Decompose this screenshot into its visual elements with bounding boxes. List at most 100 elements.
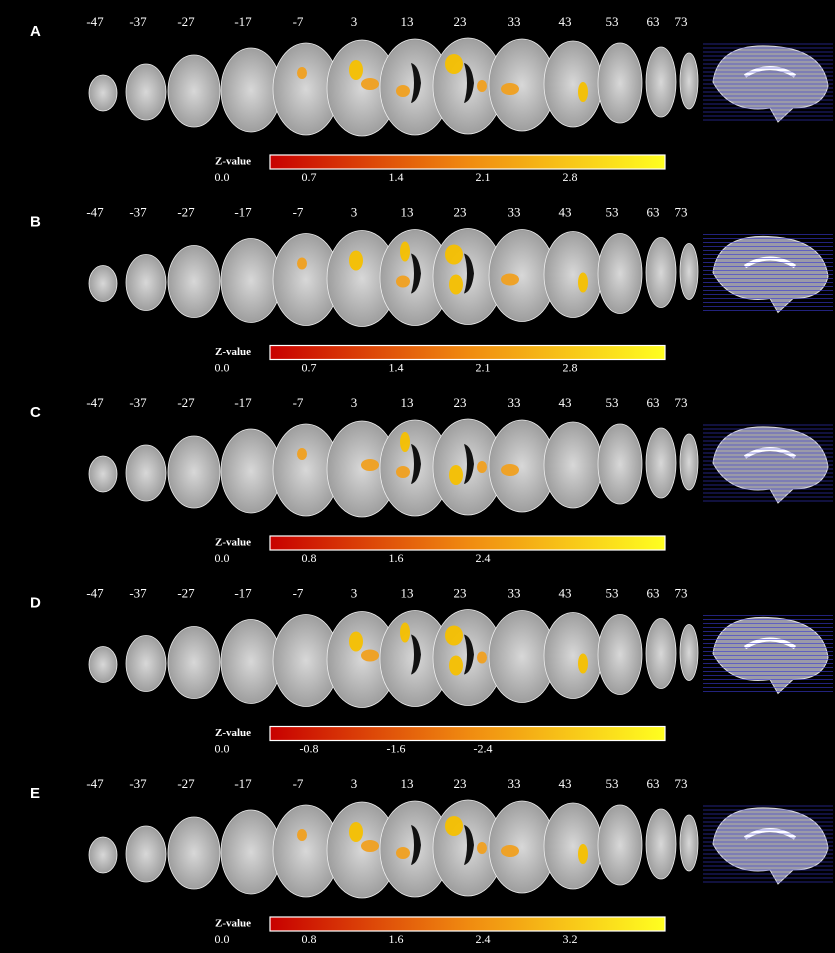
activation xyxy=(400,432,410,452)
slice-coordinate: -47 xyxy=(86,395,104,410)
brain-slice xyxy=(645,808,677,880)
slice-coordinate: 23 xyxy=(454,585,467,600)
slice-coordinate: -17 xyxy=(234,585,252,600)
colorbar-tick: 2.1 xyxy=(476,170,491,184)
brain-slice xyxy=(597,614,643,695)
activation xyxy=(361,649,379,662)
slice-coordinate: 63 xyxy=(647,776,660,791)
brain-slice xyxy=(88,74,118,112)
slice-coordinate: 43 xyxy=(559,776,572,791)
slice-coordinate: -27 xyxy=(177,776,195,791)
brain-slice xyxy=(679,243,699,300)
slice-coordinate: 73 xyxy=(675,14,688,29)
slice-coordinate: 73 xyxy=(675,204,688,219)
activation xyxy=(396,847,410,859)
slice-coordinate: -27 xyxy=(177,204,195,219)
slice-coordinate: 63 xyxy=(647,585,660,600)
colorbar-tick: -1.6 xyxy=(387,741,406,755)
activation xyxy=(297,257,307,270)
slice-coordinate: -37 xyxy=(129,395,147,410)
ventricle xyxy=(411,634,421,675)
slice-coordinate: 43 xyxy=(559,395,572,410)
ventricle xyxy=(411,444,421,484)
slice-coordinate: 73 xyxy=(675,395,688,410)
colorbar-title: Z-value xyxy=(215,727,251,739)
slice-coordinate: 23 xyxy=(454,14,467,29)
brain-slice xyxy=(220,809,282,895)
panel-label: D xyxy=(30,594,41,611)
brain-slice xyxy=(679,624,699,681)
slice-coordinate: 13 xyxy=(401,14,414,29)
panel: D -47 -37 -27 -17 -7 3 13 23 33 43 53 63 73 Z-value 0.0… xyxy=(30,585,833,755)
brain-slice xyxy=(125,444,167,502)
panel: B -47 -37 -27 -17 -7 3 13 23 33 43 53 63 73 Z-value 0.0… xyxy=(30,204,833,374)
colorbar-tick: 1.6 xyxy=(389,551,404,565)
brain-slice xyxy=(167,435,221,509)
activation xyxy=(477,842,487,854)
activation xyxy=(578,272,588,293)
colorbar xyxy=(269,916,666,932)
panel-label: C xyxy=(30,404,41,421)
colorbar-tick: 2.8 xyxy=(563,360,578,374)
activation xyxy=(501,83,519,95)
slice-coordinate: -37 xyxy=(129,585,147,600)
colorbar-tick: -0.8 xyxy=(300,741,319,755)
slice-coordinate: -7 xyxy=(293,395,304,410)
slice-coordinate: 53 xyxy=(606,585,619,600)
brain-slice xyxy=(220,619,282,704)
colorbar-tick: 3.2 xyxy=(563,932,578,946)
brain-slice xyxy=(125,635,167,692)
brain-slice xyxy=(645,237,677,308)
colorbar xyxy=(269,154,666,170)
activation xyxy=(501,464,519,476)
activation xyxy=(400,622,410,643)
activation xyxy=(477,651,487,664)
slice-coordinate: 33 xyxy=(508,776,521,791)
ventricle xyxy=(464,253,474,294)
colorbar xyxy=(269,725,666,742)
slice-coordinate: 23 xyxy=(454,776,467,791)
brain-slice xyxy=(88,455,118,493)
activation xyxy=(449,465,463,485)
colorbar xyxy=(269,535,666,551)
panel: A -47 -37 -27 -17 -7 3 13 23 33 43 53 63 73 Z-value 0.0… xyxy=(30,14,833,184)
slice-coordinate: 53 xyxy=(606,14,619,29)
slice-coordinate: -7 xyxy=(293,585,304,600)
slice-coordinate: -47 xyxy=(86,776,104,791)
brain-slice xyxy=(543,231,603,318)
brain-slice xyxy=(597,804,643,886)
activation xyxy=(396,466,410,478)
brain-slice xyxy=(543,421,603,509)
activation xyxy=(349,631,363,652)
brain-slice xyxy=(125,254,167,311)
slice-coordinate: 63 xyxy=(647,204,660,219)
brain-slice xyxy=(220,428,282,514)
activation xyxy=(349,60,363,80)
colorbar-tick: 1.4 xyxy=(389,360,404,374)
ventricle xyxy=(411,253,421,294)
colorbar-tick: 0.7 xyxy=(302,170,317,184)
colorbar-tick: 0.0 xyxy=(215,170,230,184)
slice-coordinate: -27 xyxy=(177,585,195,600)
colorbar-tick: 0.7 xyxy=(302,360,317,374)
activation xyxy=(445,816,463,836)
panel: C -47 -37 -27 -17 -7 3 13 23 33 43 53 63 73 Z-value 0.0… xyxy=(30,395,833,565)
activation xyxy=(578,844,588,864)
colorbar-tick: 2.1 xyxy=(476,360,491,374)
panel-label: E xyxy=(30,785,40,802)
slice-coordinate: 53 xyxy=(606,204,619,219)
activation xyxy=(361,78,379,90)
colorbar-tick: 0.0 xyxy=(215,551,230,565)
activation xyxy=(297,829,307,841)
colorbar-tick: -2.4 xyxy=(474,741,493,755)
slice-coordinate: 3 xyxy=(351,204,358,219)
slice-coordinate: 23 xyxy=(454,395,467,410)
colorbar-tick: 0.0 xyxy=(215,932,230,946)
activation xyxy=(501,845,519,857)
brain-slice xyxy=(597,42,643,124)
activation xyxy=(349,822,363,842)
brain-slice xyxy=(88,646,118,683)
slice-coordinate: 43 xyxy=(559,204,572,219)
colorbar-tick: 1.4 xyxy=(389,170,404,184)
